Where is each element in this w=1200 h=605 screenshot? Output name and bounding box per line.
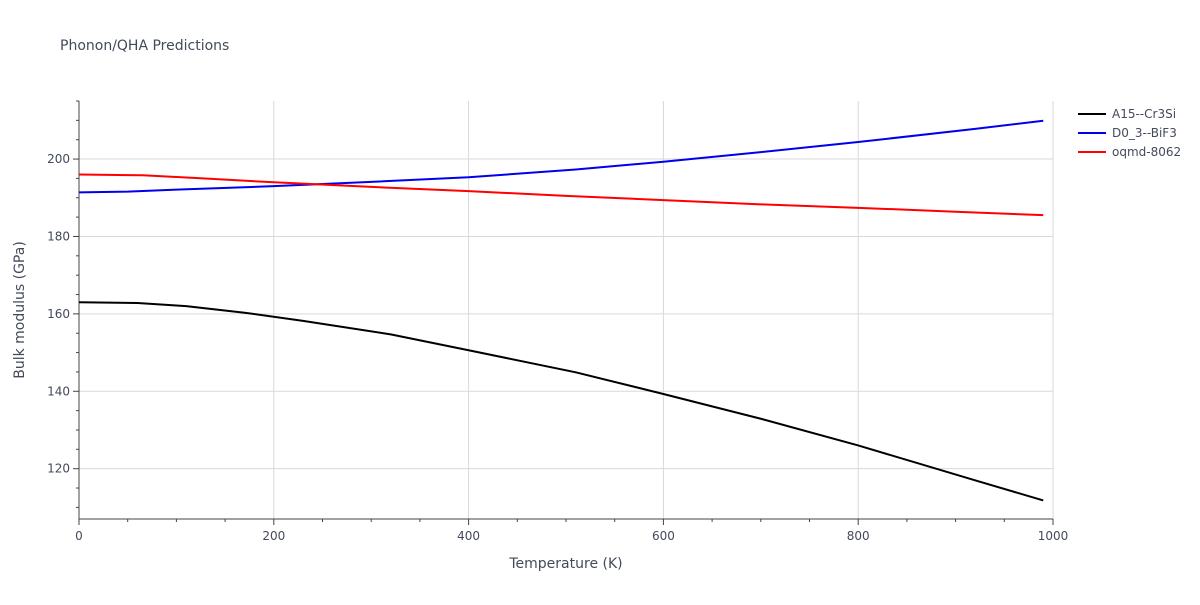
x-axis-title: Temperature (K) — [508, 556, 622, 572]
chart-title: Phonon/QHA Predictions — [60, 38, 229, 54]
legend-label: D0_3--BiF3 — [1112, 126, 1177, 140]
y-axis-title: Bulk modulus (GPa) — [12, 241, 28, 379]
x-tick-label: 1000 — [1038, 529, 1069, 543]
axes: 0 200 400 600 800 1000 120 140 160 180 200 — [47, 100, 1069, 543]
legend-item[interactable]: oqmd-8062 — [1078, 145, 1181, 159]
y-tick-label: 200 — [47, 152, 70, 166]
legend-label: A15--Cr3Si — [1112, 107, 1176, 121]
y-tick-label: 180 — [47, 229, 70, 243]
y-tick-label: 140 — [47, 384, 70, 398]
series-line-oqmd-8062 — [78, 173, 1044, 217]
x-tick-label: 200 — [262, 529, 285, 543]
series-line-d0-3-bif3 — [78, 119, 1044, 194]
legend[interactable]: A15--Cr3Si D0_3--BiF3 oqmd-8062 — [1078, 107, 1181, 159]
x-tick-label: 600 — [652, 529, 675, 543]
series-line-a15-cr3si — [78, 301, 1044, 502]
y-tick-label: 160 — [47, 307, 70, 321]
x-tick-label: 400 — [457, 529, 480, 543]
y-tick-label: 120 — [47, 462, 70, 476]
legend-item[interactable]: D0_3--BiF3 — [1078, 126, 1177, 140]
x-tick-label: 800 — [847, 529, 870, 543]
grid-layer — [79, 101, 1054, 519]
series-layer — [78, 119, 1044, 502]
x-tick-label: 0 — [75, 529, 83, 543]
legend-item[interactable]: A15--Cr3Si — [1078, 107, 1176, 121]
legend-label: oqmd-8062 — [1112, 145, 1181, 159]
